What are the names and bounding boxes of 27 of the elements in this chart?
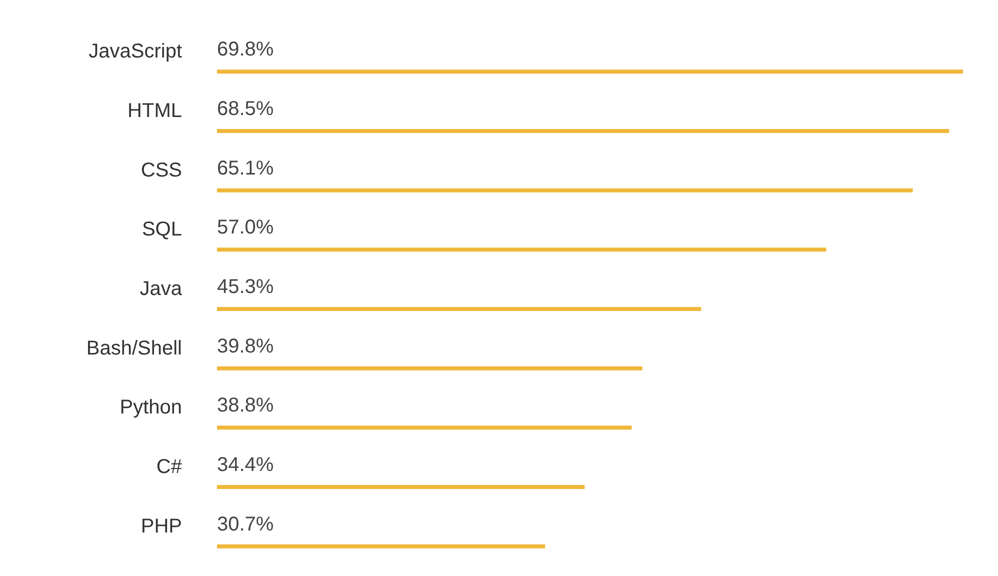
bar xyxy=(217,366,642,370)
bar xyxy=(217,70,963,74)
bar xyxy=(217,188,913,192)
bar xyxy=(217,307,702,311)
data-label: 38.8% xyxy=(217,394,274,417)
bar xyxy=(217,129,950,133)
bar xyxy=(217,544,546,548)
y-tick-label: Java xyxy=(140,278,183,300)
data-label: 68.5% xyxy=(217,98,274,120)
bar xyxy=(217,426,632,430)
y-tick-label: Bash/Shell xyxy=(86,337,182,360)
data-label: 30.7% xyxy=(217,513,274,536)
y-tick-label: CSS xyxy=(140,159,182,182)
data-label: 45.3% xyxy=(217,276,274,298)
data-label: 65.1% xyxy=(217,157,274,180)
y-tick-label: HTML xyxy=(128,100,182,122)
y-tick-label: PHP xyxy=(140,515,182,538)
y-tick-label: Python xyxy=(120,396,182,419)
data-label: 69.8% xyxy=(217,38,274,61)
data-label: 39.8% xyxy=(217,335,274,358)
y-tick-label: C# xyxy=(156,456,183,478)
bar xyxy=(217,248,826,252)
data-label: 34.4% xyxy=(217,454,274,476)
bar xyxy=(217,485,585,489)
y-tick-label: SQL xyxy=(142,218,182,241)
data-label: 57.0% xyxy=(217,216,274,239)
y-tick-label: JavaScript xyxy=(88,40,182,63)
